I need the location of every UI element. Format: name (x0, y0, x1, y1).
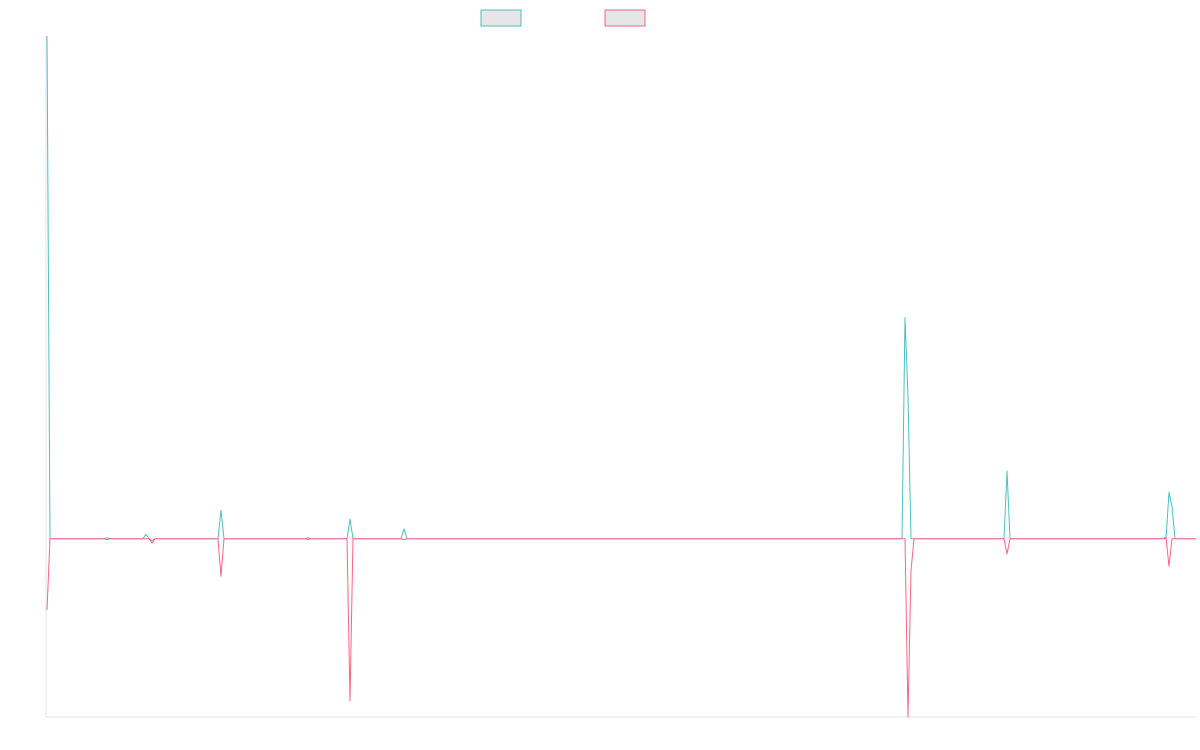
series-line-2 (46, 536, 1196, 718)
series-line-1 (46, 35, 1196, 542)
axes (45, 36, 1196, 718)
legend-swatch-series-2[interactable] (604, 9, 646, 27)
legend (480, 9, 646, 27)
legend-swatch-series-1[interactable] (480, 9, 522, 27)
series-group (46, 35, 1196, 718)
